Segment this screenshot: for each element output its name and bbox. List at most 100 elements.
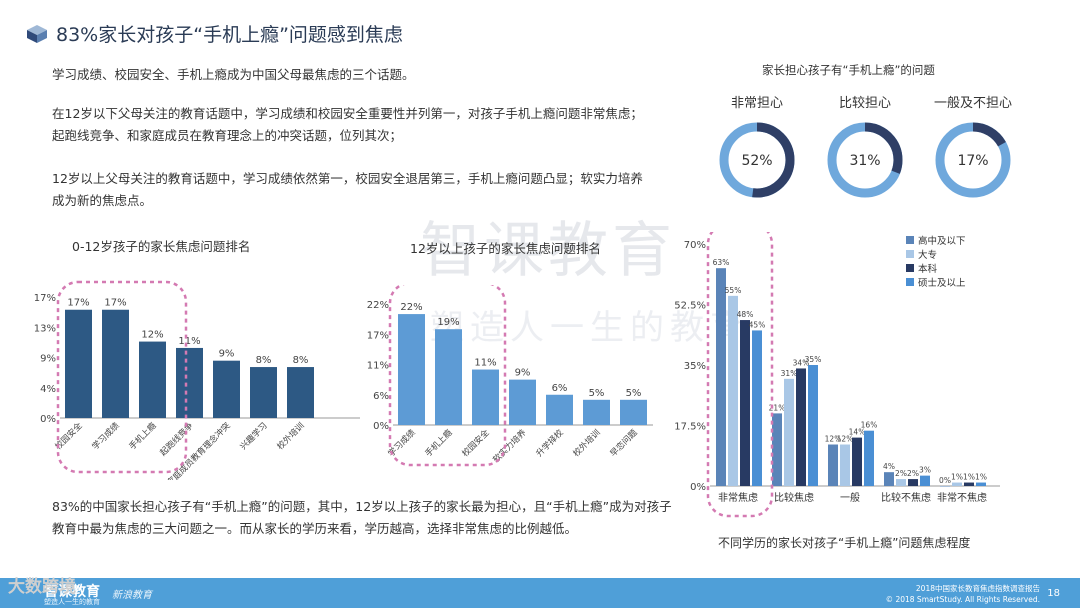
bar (740, 320, 750, 486)
bar (952, 482, 962, 486)
y-tick-label: 52.5% (674, 301, 706, 312)
footer-slogan: 塑造人一生的教育 (44, 598, 100, 606)
legend-label: 高中及以下 (918, 235, 966, 247)
x-category-label: 校外培训 (571, 427, 603, 459)
bar-value-label: 19% (437, 317, 459, 328)
x-category-label: 软实力培养 (491, 427, 529, 465)
y-tick-label: 11% (367, 361, 389, 372)
bar (896, 479, 906, 486)
donut-value-label: 52% (741, 153, 772, 169)
y-tick-label: 6% (373, 391, 389, 402)
legend-swatch (906, 250, 914, 258)
bar (472, 369, 499, 425)
watermark-sub: 塑造人一生的教育 (430, 308, 750, 348)
intro-paragraph-1: 学习成绩、校园安全、手机上瘾成为中国父母最焦虑的三个话题。 (52, 67, 415, 82)
donut-charts: 52% 31% 17% (719, 122, 1011, 198)
bar-value-label: 48% (737, 310, 754, 319)
bar (287, 367, 314, 418)
bar-value-label: 8% (293, 355, 309, 366)
bar (772, 413, 782, 486)
y-tick-label: 0% (690, 482, 706, 493)
bar-value-label: 5% (589, 388, 605, 399)
bar-value-label: 12% (837, 435, 854, 444)
bar (784, 378, 794, 486)
bar (828, 444, 838, 486)
bar-value-label: 17% (67, 298, 89, 309)
legend-swatch (906, 236, 914, 244)
footer-brand: 智课教育 (44, 584, 100, 600)
y-tick-label: 0% (40, 414, 56, 425)
bar (852, 437, 862, 486)
highlight-box (56, 280, 188, 474)
x-category-label: 手机上瘾 (127, 420, 159, 452)
bar-value-label: 2% (895, 469, 907, 478)
x-category-label: 非常焦虑 (718, 491, 758, 504)
bar (139, 341, 166, 418)
bar-value-label: 8% (256, 355, 272, 366)
bar-value-label: 16% (861, 421, 878, 430)
x-category-label: 学习成绩 (90, 420, 122, 452)
chart1-title: 0-12岁孩子的家长焦虑问题排名 (72, 239, 251, 254)
x-category-label: 起跑线竞争 (158, 420, 196, 458)
y-tick-label: 0% (373, 421, 389, 432)
donut-label-3: 一般及不担心 (933, 96, 1012, 111)
bar-value-label: 34% (793, 358, 810, 367)
bar (964, 482, 974, 486)
bar-value-label: 22% (400, 302, 422, 313)
bar (940, 486, 950, 487)
watermark-main: 智课教育 (420, 216, 676, 286)
legend-label: 本科 (918, 263, 938, 275)
bar-value-label: 4% (883, 462, 895, 471)
bar (908, 479, 918, 486)
bar (213, 360, 240, 418)
donut-slice (827, 122, 903, 198)
bar-value-label: 9% (515, 368, 531, 379)
y-tick-label: 13% (34, 323, 56, 334)
x-category-label: 比较不焦虑 (881, 491, 931, 504)
bar-value-label: 55% (725, 286, 742, 295)
bar (864, 430, 874, 486)
bar (583, 399, 610, 425)
donut-label-2: 比较担心 (838, 96, 891, 111)
bar-value-label: 1% (975, 473, 987, 482)
footer-bar (0, 578, 1080, 608)
bar-value-label: 12% (825, 435, 842, 444)
conclusion-text: 83%的中国家长担心孩子有“手机上瘾”的问题，其中，12岁以上孩子的家长最为担心… (52, 499, 672, 536)
footer-report: 2018中国家长教育焦虑指数调查报告 © 2018 SmartStudy. Al… (886, 583, 1040, 605)
bar (102, 309, 129, 418)
bar (546, 394, 573, 425)
x-category-label: 校园安全 (460, 427, 492, 459)
x-category-label: 升学择校 (534, 427, 566, 459)
bar (884, 472, 894, 486)
bar-value-label: 11% (474, 358, 496, 369)
footer-report-line1: 2018中国家长教育焦虑指数调查报告 (915, 584, 1040, 593)
intro-paragraph-3: 12岁以上父母关注的教育话题中，学习成绩依然第一，校园安全退居第三，手机上瘾问题… (52, 171, 643, 208)
bar-value-label: 5% (626, 388, 642, 399)
bar-value-label: 6% (552, 383, 568, 394)
y-tick-label: 17% (34, 293, 56, 304)
title-cube-icon (27, 25, 47, 43)
bar (620, 399, 647, 425)
bar-value-label: 31% (781, 369, 798, 378)
legend-label: 硕士及以上 (918, 277, 966, 289)
bar (176, 347, 203, 418)
intro-paragraph-2: 在12岁以下父母关注的教育话题中，学习成绩和校园安全重要性并列第一，对孩子手机上… (52, 106, 643, 143)
bar-value-label: 63% (713, 258, 730, 267)
bar (716, 268, 726, 486)
bar-value-label: 1% (951, 473, 963, 482)
bar (398, 314, 425, 425)
page-number: 18 (1047, 588, 1060, 599)
chart2-title: 12岁以上孩子的家长焦虑问题排名 (410, 241, 601, 256)
bar-value-label: 14% (849, 428, 866, 437)
footer-report-line2: © 2018 SmartStudy. All Rights Reserved. (885, 595, 1040, 604)
donut-value-label: 17% (957, 153, 988, 169)
donut-value-label: 31% (849, 153, 880, 169)
legend-swatch (906, 264, 914, 272)
y-tick-label: 9% (40, 354, 56, 365)
bar (920, 475, 930, 486)
x-category-label: 非常不焦虑 (937, 491, 987, 504)
donut-section-title: 家长担心孩子有“手机上瘾”的问题 (762, 63, 935, 77)
donut-slice (719, 122, 795, 198)
bar (976, 482, 986, 486)
y-tick-label: 17.5% (674, 422, 706, 433)
